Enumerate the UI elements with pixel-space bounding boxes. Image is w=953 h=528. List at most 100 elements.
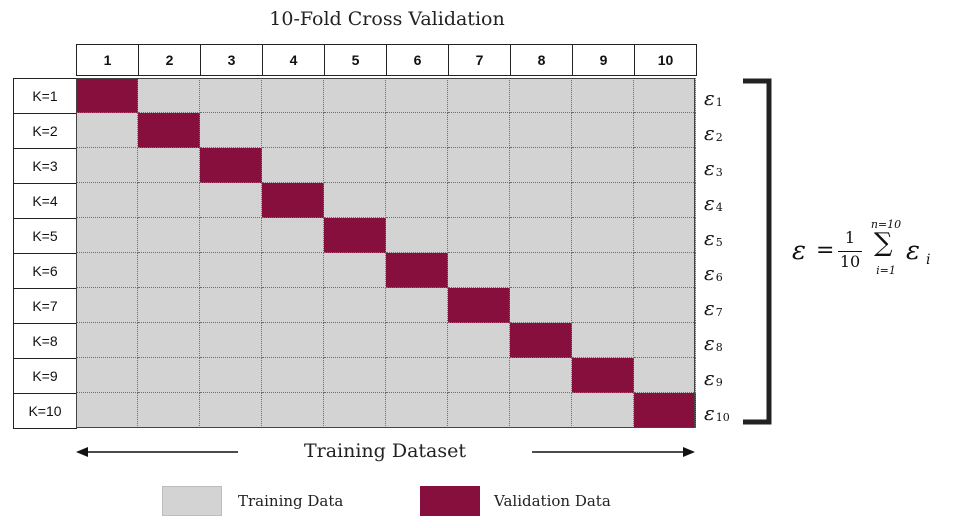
training-fold-cell	[76, 323, 138, 358]
training-fold-cell	[386, 113, 448, 148]
formula-numerator: 1	[844, 228, 856, 247]
validation-fold-cell	[572, 358, 634, 393]
training-fold-cell	[324, 323, 386, 358]
training-fold-cell	[200, 218, 262, 253]
formula-term-sub: i	[926, 252, 931, 268]
training-fold-cell	[76, 183, 138, 218]
sum-symbol: ∑	[874, 228, 893, 258]
training-fold-cell	[200, 358, 262, 393]
row-label: K=3	[13, 148, 77, 184]
training-fold-cell	[634, 358, 696, 393]
training-fold-cell	[262, 393, 324, 428]
fold-error-index: 1	[715, 96, 723, 109]
training-fold-cell	[76, 288, 138, 323]
training-fold-cell	[634, 183, 696, 218]
training-fold-cell	[386, 393, 448, 428]
validation-fold-cell	[324, 218, 386, 253]
row-label: K=7	[13, 288, 77, 324]
training-fold-cell	[76, 253, 138, 288]
training-fold-cell	[262, 148, 324, 183]
training-fold-cell	[448, 393, 510, 428]
formula-term: ε	[906, 236, 920, 266]
fold-error-symbol: ε	[704, 225, 715, 250]
validation-fold-cell	[76, 78, 138, 113]
diagram-title: 10-Fold Cross Validation	[269, 8, 505, 30]
training-fold-cell	[200, 113, 262, 148]
training-fold-cell	[262, 323, 324, 358]
fold-error-symbol: ε	[704, 295, 715, 320]
training-fold-cell	[448, 78, 510, 113]
training-fold-cell	[262, 288, 324, 323]
fold-error: ε 10	[704, 395, 730, 430]
training-fold-cell	[510, 78, 572, 113]
training-fold-cell	[138, 253, 200, 288]
training-fold-cell	[200, 183, 262, 218]
fold-error-index: 5	[715, 236, 723, 249]
training-fold-cell	[572, 253, 634, 288]
training-fold-cell	[138, 323, 200, 358]
legend-validation-swatch	[420, 486, 480, 516]
training-fold-cell	[324, 358, 386, 393]
training-fold-cell	[262, 358, 324, 393]
training-fold-cell	[634, 288, 696, 323]
validation-fold-cell	[510, 323, 572, 358]
training-fold-cell	[76, 218, 138, 253]
legend-training-label: Training Data	[238, 492, 344, 510]
validation-fold-cell	[262, 183, 324, 218]
training-fold-cell	[386, 323, 448, 358]
training-fold-cell	[510, 253, 572, 288]
training-fold-cell	[324, 113, 386, 148]
training-fold-cell	[448, 358, 510, 393]
training-fold-cell	[634, 218, 696, 253]
training-fold-cell	[138, 183, 200, 218]
fraction-bar	[838, 251, 862, 252]
training-fold-cell	[262, 78, 324, 113]
validation-fold-cell	[138, 113, 200, 148]
fold-error-symbol: ε	[704, 190, 715, 215]
validation-fold-cell	[448, 288, 510, 323]
training-fold-cell	[262, 113, 324, 148]
training-fold-cell	[572, 393, 634, 428]
training-fold-cell	[200, 288, 262, 323]
formula-sum-lower: i=1	[876, 264, 896, 277]
training-fold-cell	[386, 148, 448, 183]
row-label: K=2	[13, 113, 77, 149]
fold-error-symbol: ε	[704, 120, 715, 145]
training-fold-cell	[138, 288, 200, 323]
row-label: K=9	[13, 358, 77, 394]
left-arrow-icon	[76, 447, 238, 457]
training-fold-cell	[448, 183, 510, 218]
training-fold-cell	[200, 323, 262, 358]
training-fold-cell	[572, 218, 634, 253]
training-fold-cell	[634, 113, 696, 148]
training-fold-cell	[510, 183, 572, 218]
training-fold-cell	[386, 288, 448, 323]
fold-header: 7	[448, 44, 511, 76]
training-fold-cell	[324, 393, 386, 428]
training-fold-cell	[200, 78, 262, 113]
fold-header: 3	[200, 44, 263, 76]
row-label: K=10	[13, 393, 77, 429]
fold-header: 6	[386, 44, 449, 76]
training-fold-cell	[76, 358, 138, 393]
fold-error-index: 6	[715, 271, 723, 284]
fold-header: 9	[572, 44, 635, 76]
row-label: K=5	[13, 218, 77, 254]
training-fold-cell	[138, 78, 200, 113]
dataset-label: Training Dataset	[303, 440, 467, 462]
fold-error-symbol: ε	[704, 400, 715, 425]
training-fold-cell	[324, 288, 386, 323]
training-fold-cell	[634, 78, 696, 113]
training-fold-cell	[76, 148, 138, 183]
training-fold-cell	[138, 148, 200, 183]
training-fold-cell	[324, 148, 386, 183]
fold-error-symbol: ε	[704, 85, 715, 110]
fold-header: 1	[76, 44, 139, 76]
training-fold-cell	[262, 218, 324, 253]
